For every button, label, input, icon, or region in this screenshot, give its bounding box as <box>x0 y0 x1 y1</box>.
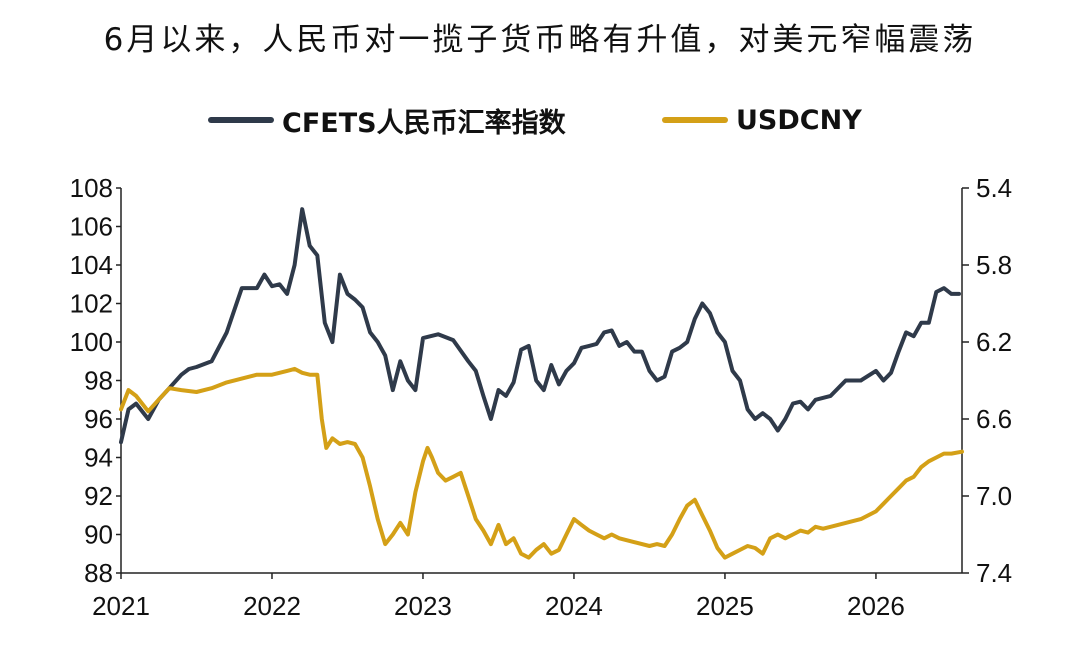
y-left-tick-label: 108 <box>70 173 113 203</box>
chart-title: 6月以来，人民币对一揽子货币略有升值，对美元窄幅震荡 <box>103 22 977 58</box>
y-left-tick-label: 88 <box>84 558 113 588</box>
y-left-tick-label: 92 <box>84 481 113 511</box>
y-left-tick-label: 104 <box>70 250 113 280</box>
y-left-tick-label: 102 <box>70 289 113 319</box>
y-right-tick-label: 5.4 <box>976 173 1012 203</box>
series-line-cfets <box>119 207 961 445</box>
legend-item-cfets: CFETS人民币汇率指数 <box>208 100 566 140</box>
x-tick-label: 2021 <box>92 591 150 621</box>
x-tick-label: 2025 <box>696 591 754 621</box>
y-left-tick-label: 106 <box>70 212 113 242</box>
x-tick-label: 2023 <box>394 591 452 621</box>
chart-legend: CFETS人民币汇率指数 USDCNY <box>0 100 1080 140</box>
legend-swatch-cfets <box>208 117 274 123</box>
y-left-tick-label: 94 <box>84 443 113 473</box>
x-tick-label: 2026 <box>847 591 905 621</box>
y-right-tick-label: 7.4 <box>976 558 1012 588</box>
y-left-tick-label: 90 <box>84 520 113 550</box>
y-right-tick-label: 7.0 <box>976 481 1012 511</box>
x-tick-label: 2024 <box>545 591 603 621</box>
y-right-tick-label: 6.6 <box>976 404 1012 434</box>
legend-swatch-usdcny <box>662 117 728 123</box>
series-line-usdcny <box>119 366 964 560</box>
y-left-tick-label: 96 <box>84 404 113 434</box>
legend-label-cfets: CFETS人民币汇率指数 <box>282 107 566 139</box>
y-left-tick-label: 98 <box>84 366 113 396</box>
y-right-tick-label: 5.8 <box>976 250 1012 280</box>
x-tick-label: 2022 <box>243 591 301 621</box>
y-right-tick-label: 6.2 <box>976 327 1012 357</box>
legend-item-usdcny: USDCNY <box>662 100 862 140</box>
y-left-tick-label: 100 <box>70 327 113 357</box>
legend-label-usdcny: USDCNY <box>736 104 862 136</box>
